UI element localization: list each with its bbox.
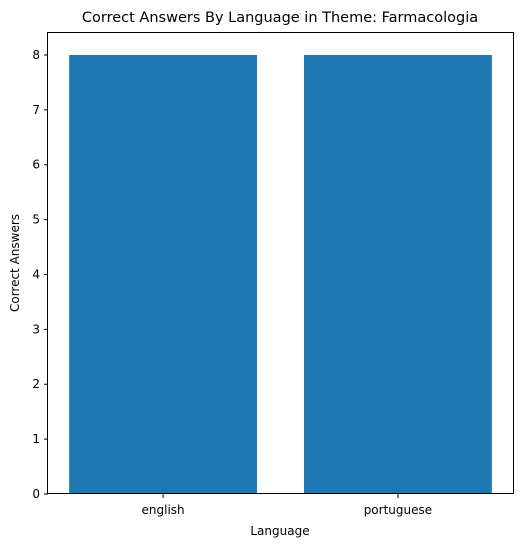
- y-tick-label: 6: [32, 158, 40, 172]
- bar-portuguese: [303, 54, 492, 494]
- y-tick-label: 3: [32, 322, 40, 336]
- x-tick-label: english: [142, 503, 185, 517]
- y-tick-label: 5: [32, 213, 40, 227]
- bar-english: [69, 54, 258, 494]
- bars-group: [69, 54, 492, 494]
- y-tick-label: 2: [32, 377, 40, 391]
- y-tick-label: 7: [32, 103, 40, 117]
- y-tick-label: 1: [32, 432, 40, 446]
- chart-title: Correct Answers By Language in Theme: Fa…: [82, 10, 478, 26]
- y-tick-label: 0: [32, 487, 40, 501]
- x-axis-label: Language: [250, 524, 309, 538]
- x-axis-ticks: english portuguese: [142, 494, 432, 517]
- y-tick-label: 8: [32, 48, 40, 62]
- plot-frame: [47, 32, 514, 494]
- y-tick-label: 4: [32, 267, 40, 281]
- y-axis-label: Correct Answers: [8, 214, 22, 312]
- x-tick-label: portuguese: [364, 503, 432, 517]
- y-axis-ticks: 0 1 2 3 4 5 6 7 8: [32, 48, 48, 501]
